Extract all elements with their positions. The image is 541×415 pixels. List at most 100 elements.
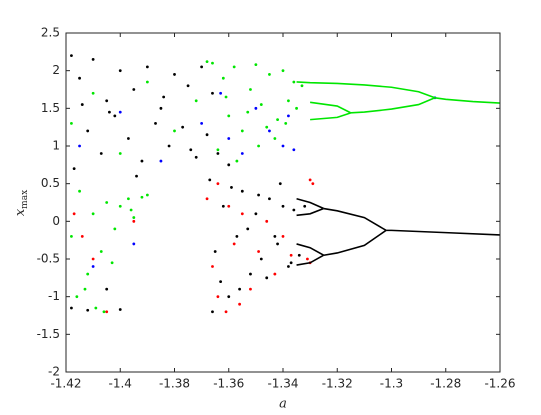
point (281, 235, 285, 238)
x-tick-label: -1.32 (322, 377, 353, 391)
point (216, 148, 220, 152)
point (167, 144, 171, 148)
point (246, 110, 250, 114)
point (257, 250, 260, 253)
point (102, 310, 106, 314)
y-axis-label: xmax (13, 190, 30, 216)
y-tick-label: -2 (48, 365, 60, 379)
point (200, 122, 204, 125)
x-tick-label: -1.4 (109, 377, 132, 391)
branch-line (310, 101, 352, 114)
point (118, 204, 122, 208)
y-axis-label-main: x (13, 208, 28, 216)
point (289, 253, 293, 257)
point (306, 257, 309, 261)
point (259, 257, 263, 261)
point (284, 122, 288, 125)
y-tick-label: 2 (52, 63, 60, 77)
point (189, 148, 193, 152)
point (140, 159, 144, 163)
branch-line (323, 207, 387, 232)
point (118, 110, 122, 114)
y-tick-label: -0.5 (37, 252, 60, 266)
point (132, 219, 136, 223)
point (276, 242, 279, 246)
point (268, 129, 271, 133)
branch-line (350, 97, 436, 114)
point (80, 235, 84, 238)
point (276, 118, 279, 122)
point (265, 276, 269, 280)
x-tick-label: -1.42 (50, 377, 81, 391)
point (254, 63, 258, 67)
point (278, 182, 282, 186)
point (78, 76, 81, 80)
y-axis-label-subscript: max (20, 190, 30, 209)
point (105, 310, 109, 314)
x-axis-label: a (279, 397, 287, 412)
point (194, 155, 198, 159)
x-tick-label: -1.3 (380, 377, 403, 391)
point (257, 144, 260, 148)
y-tick-label: 0.5 (41, 176, 60, 190)
point (254, 212, 258, 216)
point (259, 103, 263, 106)
point (162, 95, 166, 99)
x-tick-label: -1.36 (213, 377, 244, 391)
y-tick-label: 1.5 (41, 101, 60, 115)
branch-line (323, 229, 387, 257)
point (145, 193, 149, 197)
point (105, 99, 109, 103)
branch-line (434, 96, 501, 104)
point (221, 204, 225, 208)
branch-line (296, 207, 324, 217)
point (72, 167, 76, 171)
point (232, 242, 236, 246)
point (292, 208, 296, 212)
point (224, 310, 228, 314)
point (75, 295, 79, 299)
point (268, 73, 271, 76)
point (249, 272, 252, 276)
point (70, 122, 73, 125)
point (70, 54, 73, 57)
point (140, 195, 144, 199)
point (91, 212, 95, 216)
point (268, 197, 271, 201)
point (173, 129, 176, 133)
point (235, 235, 239, 238)
point (238, 287, 242, 291)
point (129, 208, 133, 212)
point (72, 212, 76, 216)
point (126, 197, 130, 201)
branch-line (296, 254, 325, 266)
point (221, 76, 225, 80)
point (78, 189, 81, 193)
point (99, 152, 103, 155)
point (118, 308, 122, 311)
point (295, 106, 298, 110)
point (154, 122, 157, 125)
point (208, 178, 212, 182)
point (292, 148, 296, 152)
point (126, 137, 130, 140)
point (281, 69, 285, 73)
point (273, 272, 277, 276)
point (108, 110, 111, 114)
point (273, 235, 277, 238)
point (99, 250, 103, 253)
point (249, 287, 252, 291)
point (297, 253, 301, 257)
point (227, 137, 231, 140)
point (246, 227, 250, 231)
point (287, 114, 290, 118)
point (303, 204, 307, 208)
point (249, 88, 252, 91)
point (308, 178, 312, 182)
point (219, 91, 223, 95)
x-tick-label: -1.28 (430, 377, 461, 391)
point (265, 125, 269, 129)
point (145, 65, 149, 69)
point (257, 193, 260, 197)
